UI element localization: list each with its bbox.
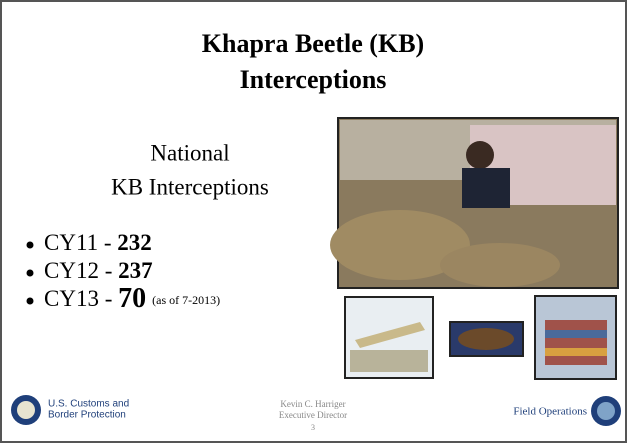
photo-ship (535, 296, 616, 379)
slide: Khapra Beetle (KB) Interceptions Nationa… (0, 0, 627, 443)
photo-beetle (450, 322, 523, 356)
agency-name: Border Protection (48, 410, 126, 421)
bullet-value: 232 (117, 230, 152, 255)
office-seal (591, 396, 621, 426)
bullet-dot (27, 270, 34, 277)
bullet-text: CY11 - 232 (44, 230, 152, 255)
photo-main (330, 118, 618, 288)
presenter: Executive Director (279, 410, 347, 420)
title: Interceptions (240, 65, 387, 94)
bullet-label: CY12 - (44, 258, 118, 283)
office-name: Field Operations (513, 406, 587, 418)
bullet-dot (27, 298, 34, 305)
subtitle: National (150, 140, 229, 165)
subtitle: KB Interceptions (111, 174, 269, 199)
bullet-value: 70 (118, 283, 146, 314)
presenter: Kevin C. Harriger (280, 399, 345, 409)
title: Khapra Beetle (KB) (202, 29, 424, 58)
bullet-note: (as of 7-2013) (152, 293, 220, 307)
bullet-text: CY12 - 237 (44, 258, 153, 283)
agency-seal (11, 395, 41, 425)
photo-aircraft (345, 297, 433, 378)
bullet-label: CY13 - (44, 286, 118, 311)
agency-name: U.S. Customs and (48, 399, 129, 410)
bullet-label: CY11 - (44, 230, 117, 255)
bullet-dot (27, 242, 34, 249)
bullet-value: 237 (118, 258, 153, 283)
page-number: 3 (311, 423, 315, 432)
